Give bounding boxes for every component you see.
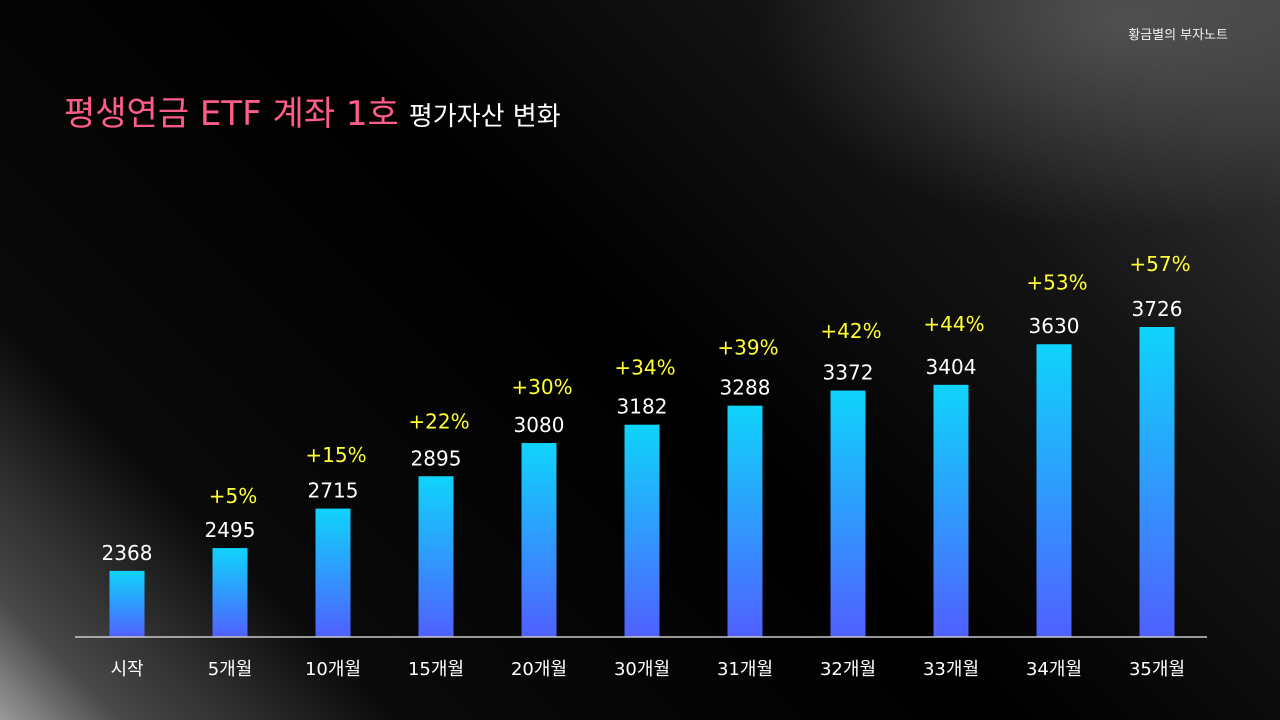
x-tick-label: 31개월 [717, 659, 773, 680]
bar [624, 424, 660, 637]
chart-title-main: 평생연금 ETF 계좌 1호 [64, 94, 399, 134]
bar [933, 384, 969, 637]
bar-percent-label: +22% [408, 410, 469, 434]
x-tick-label: 34개월 [1026, 659, 1082, 680]
labels-group: 2368 시작 2495 +5% 5개월 2715 +15% 10개월 2895 +22% 15개월… [102, 252, 1191, 680]
bar-value-label: 2495 [205, 518, 256, 542]
bar-percent-label: +15% [305, 443, 366, 467]
bar [212, 548, 248, 637]
chart-title: 평생연금 ETF 계좌 1호 평가자산 변화 [64, 86, 561, 135]
bar [1139, 327, 1175, 637]
bar-value-label: 3404 [926, 355, 977, 379]
bar-percent-label: +53% [1026, 270, 1087, 294]
bar-value-label: 3288 [720, 376, 771, 400]
bar-value-label: 2715 [308, 479, 359, 503]
bar-percent-label: +44% [923, 312, 984, 336]
x-tick-label: 5개월 [208, 659, 253, 680]
bar-percent-label: +39% [717, 335, 778, 359]
bars-group [109, 327, 1175, 637]
x-tick-label: 20개월 [511, 659, 567, 680]
bar [1036, 344, 1072, 637]
bar [830, 390, 866, 637]
x-tick-label: 32개월 [820, 659, 876, 680]
bar [418, 476, 454, 637]
x-tick-label: 10개월 [305, 659, 361, 680]
bar-percent-label: +34% [614, 356, 675, 380]
bar-value-label: 3182 [617, 395, 668, 419]
bar-value-label: 2368 [102, 541, 153, 565]
bar-percent-label: +5% [209, 484, 258, 508]
bar [109, 570, 145, 637]
brand-label: 황금별의 부자노트 [1128, 28, 1228, 43]
bar [315, 508, 351, 637]
bar-percent-label: +30% [511, 375, 572, 399]
bar-value-label: 3372 [823, 361, 874, 385]
bar-percent-label: +42% [820, 319, 881, 343]
bar-percent-label: +57% [1129, 252, 1190, 276]
bar [727, 405, 763, 637]
x-tick-label: 33개월 [923, 659, 979, 680]
bar [521, 443, 557, 637]
bar-value-label: 3726 [1132, 297, 1183, 321]
x-tick-label: 30개월 [614, 659, 670, 680]
x-tick-label: 시작 [110, 659, 143, 680]
x-tick-label: 15개월 [408, 659, 464, 680]
chart-title-sub: 평가자산 변화 [408, 102, 561, 132]
bar-value-label: 2895 [411, 446, 462, 470]
x-tick-label: 35개월 [1129, 659, 1185, 680]
bar-value-label: 3630 [1029, 314, 1080, 338]
bar-value-label: 3080 [514, 413, 565, 437]
